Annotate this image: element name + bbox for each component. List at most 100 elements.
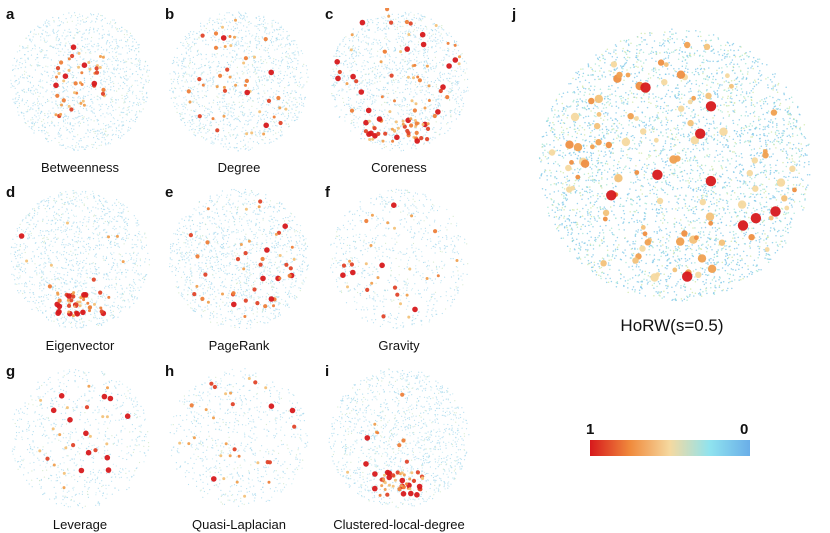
hub-node [242,61,246,65]
hub-node [213,45,219,50]
hub-node [378,493,382,497]
hub-node [225,67,230,72]
hub-node [263,37,268,42]
hub-node [278,276,282,280]
top-hub-node [695,128,706,139]
hub-node [404,459,409,464]
hub-node [268,69,274,76]
hub-node [243,298,248,303]
hub-node [389,73,394,78]
hub-node [80,71,84,75]
hub-node [98,66,102,69]
hub-node [400,471,404,475]
hub-node [391,202,397,208]
hub-node [104,454,111,461]
hub-node [282,223,288,229]
hub-node [590,144,595,150]
hub-node [288,266,293,271]
hub-node [405,293,409,297]
hub-node [255,301,260,306]
hub-node [121,260,125,264]
hub-node [421,477,425,480]
hub-node [752,185,759,192]
hub-node [52,463,56,467]
hub-node [363,119,369,126]
hub-node [354,79,359,84]
hub-node [87,384,91,388]
hub-node [644,239,651,246]
hub-node [594,94,603,104]
hub-node [737,200,747,209]
hub-node [87,61,91,64]
hub-node [409,123,414,128]
hub-node [746,169,753,177]
hub-node [385,8,390,12]
hub-node [425,277,429,280]
hub-node [391,484,395,488]
hub-node [107,235,110,239]
hub-node [58,393,65,399]
hub-node [399,302,402,306]
hub-node [260,275,266,282]
hub-node [284,262,289,267]
network-plot-clustered-local-degree [328,368,470,509]
hub-node [72,291,76,295]
hub-node [396,126,400,130]
hub-node [242,267,246,271]
hub-node [349,108,355,113]
hub-node [373,422,377,426]
hub-node [616,71,623,79]
hub-node [602,209,610,217]
panel-letter-f: f [325,184,330,201]
hub-node [82,298,86,302]
hub-node [221,292,224,296]
hub-node [653,137,659,143]
panel-letter-c: c [325,6,334,23]
hub-node [640,128,647,135]
hub-node [94,66,99,71]
hub-node [370,281,374,285]
hub-node [784,205,790,211]
hub-node [91,80,98,87]
network-plot-quasi-laplacian [169,368,309,507]
hub-node [640,225,646,230]
top-hub-node [640,82,651,93]
hub-node [781,195,788,202]
hub-node [101,393,108,400]
hub-node [80,83,84,86]
hub-node [770,109,778,116]
hub-node [672,267,678,273]
hub-node [372,471,378,477]
hub-node [88,309,91,313]
hub-node [408,487,412,491]
hub-node [67,104,71,108]
hub-node [258,110,262,114]
hub-node [401,119,405,123]
hub-node [401,438,406,443]
hub-node [276,230,282,235]
hub-node [751,157,758,164]
hub-node [70,53,75,59]
hub-node [687,99,693,105]
hub-node [244,83,247,87]
hub-node [425,126,431,131]
hub-node [376,276,380,280]
network-plot-eigenvector [10,190,150,329]
hub-node [453,43,457,47]
panel-letter-h: h [165,363,175,380]
hub-node [394,134,400,141]
hub-node [266,98,272,103]
hub-node [569,160,574,165]
hub-node [93,302,96,306]
hub-node [674,155,681,162]
hub-node [414,492,420,498]
hub-node [206,207,210,211]
hub-node [400,392,405,397]
hub-node [201,83,205,87]
colorbar-min-label: 0 [740,421,749,438]
hub-node [412,306,418,313]
hub-node [212,416,215,420]
hub-node [340,272,346,278]
hub-node [268,403,275,409]
